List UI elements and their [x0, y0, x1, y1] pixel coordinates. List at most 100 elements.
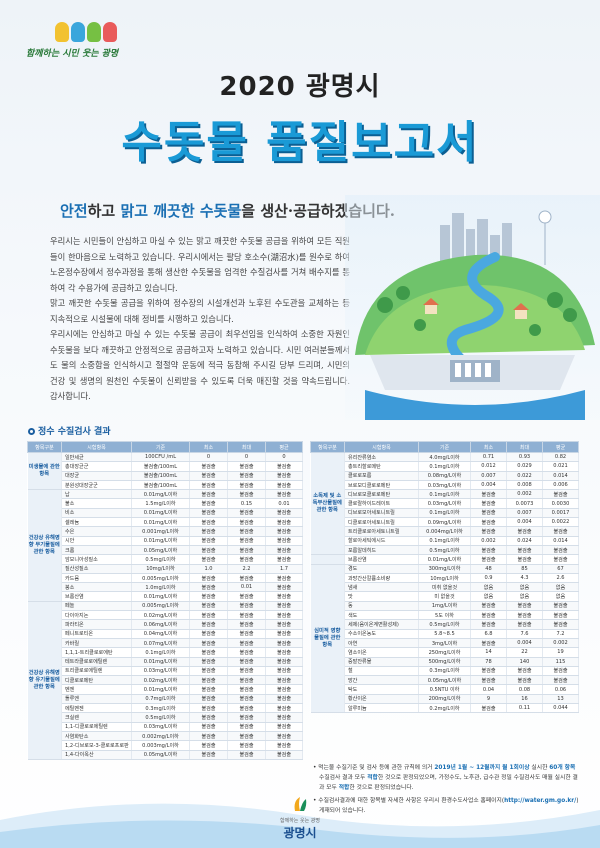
min-cell: 불검출: [189, 471, 228, 481]
min-cell: 불검출: [189, 573, 228, 584]
min-cell: 14: [470, 647, 507, 658]
standard-cell: 5.8~8.5: [418, 629, 471, 639]
standard-cell: 5도 이하: [418, 610, 471, 621]
standard-cell: 0.03mg/L이하: [418, 480, 471, 491]
item-cell: 증발잔류물: [344, 657, 419, 667]
table-row: 카바릴 0.07mg/L이하 불검출 불검출 불검출: [28, 638, 303, 649]
avg-cell: 불검출: [542, 610, 579, 621]
item-cell: 불소: [61, 498, 132, 509]
homepage-link[interactable]: http://water.gm.go.kr/: [504, 798, 577, 804]
min-cell: 0.007: [470, 471, 507, 481]
item-cell: 맛: [344, 591, 419, 602]
table-header-row: 항목구분 시험항목 기준 최소 최대 평균: [310, 441, 579, 453]
table-row: 알루미늄 0.2mg/L이하 불검출 0.11 0.044: [311, 703, 579, 714]
item-cell: 테트라클로로에틸렌: [61, 657, 132, 667]
circle-bullet-icon: [28, 428, 35, 435]
standard-cell: 불검출/100mL: [131, 461, 190, 472]
max-cell: 4.3: [506, 573, 543, 584]
item-cell: 트리클로로아세토니트릴: [344, 526, 419, 537]
city-slogan-logo: 함께하는 시민 웃는 광명: [26, 22, 136, 72]
min-cell: 불검출: [470, 489, 507, 500]
intro-text: 우리시는 시민들이 안심하고 마실 수 있는 맑고 깨끗한 수돗물 공급을 위하…: [50, 234, 350, 405]
item-cell: 염소이온: [344, 647, 419, 658]
table-row: 사염화탄소 0.002mg/L이하 불검출 불검출 불검출: [28, 731, 303, 742]
section-title: 정수 수질검사 결과: [28, 424, 111, 437]
item-cell: 시안: [61, 536, 132, 546]
max-cell: 불검출: [227, 508, 266, 519]
avg-cell: 불검출: [265, 750, 303, 760]
water-quality-table-right: 항목구분 시험항목 기준 최소 최대 평균 소독제 및 소독부산물질에 관한 항목 유리잔류…: [310, 441, 579, 714]
avg-cell: 불검출: [265, 573, 303, 584]
avg-cell: 불검출: [265, 722, 303, 732]
avg-cell: 불검출: [265, 489, 303, 500]
table-row: 심미적 영향 물질에 관한 항목 경도 300mg/L이하 48 85 67: [310, 564, 579, 714]
min-cell: 불검출: [470, 545, 507, 556]
avg-cell: 7.2: [542, 629, 579, 639]
standard-cell: 0.01mg/L이하: [131, 684, 190, 695]
table-row: 분원성대장균군 불검출/100mL 불검출 불검출 불검출: [28, 480, 303, 491]
standard-cell: 0.01mg/L이하: [131, 517, 190, 528]
table-row: 황산이온 200mg/L이하 9 16 13: [311, 694, 579, 705]
category-cell: [310, 554, 345, 565]
max-cell: 불검출: [227, 657, 266, 667]
max-cell: 불검출: [227, 554, 266, 565]
min-cell: 불검출: [189, 712, 228, 723]
intro-paragraph: 우리시에는 안심하고 마실 수 있는 수돗물 공급이 최우선임을 인식하여 소중…: [50, 329, 350, 401]
max-cell: 불검출: [227, 722, 266, 732]
avg-cell: 불검출: [265, 471, 303, 481]
table-row: 트리클로로에틸렌 0.03mg/L이하 불검출 불검출 불검출: [28, 666, 303, 677]
water-treatment-illustration: [345, 195, 600, 420]
avg-cell: 불검출: [265, 508, 303, 519]
avg-cell: 불검출: [542, 675, 579, 686]
standard-cell: 0.2mg/L이하: [418, 703, 471, 714]
city-name: 광명시: [283, 826, 317, 840]
standard-cell: 0.08mg/L이하: [418, 471, 471, 481]
max-cell: 불검출: [227, 545, 266, 556]
max-cell: 2.2: [227, 564, 266, 574]
table-row: 건강상 유해영향 무기물질에 관한 항목 납 0.01mg/L이하 불검출 불검출 불검출: [27, 489, 303, 602]
item-cell: 비소: [61, 508, 132, 519]
standard-cell: 0.3mg/L이하: [131, 703, 190, 714]
item-cell: 질산성질소: [61, 564, 132, 574]
standard-cell: 0.1mg/L이하: [418, 489, 471, 500]
table-row: 과망간산칼륨소비량 10mg/L이하 0.9 4.3 2.6: [311, 573, 579, 584]
avg-cell: 0.06: [542, 684, 579, 695]
table-row: 총트리할로메탄 0.1mg/L이하 0.012 0.029 0.021: [311, 461, 579, 472]
item-cell: 브롬산염: [61, 591, 132, 602]
max-cell: 0.01: [227, 582, 266, 593]
standard-cell: 0.3mg/L이하: [418, 666, 471, 677]
standard-cell: 3mg/L이하: [418, 638, 471, 649]
avg-cell: 불검출: [265, 536, 303, 546]
standard-cell: 0.1mg/L이하: [418, 536, 471, 546]
avg-cell: 0.82: [542, 452, 579, 463]
item-cell: 수소이온농도: [344, 629, 419, 639]
item-cell: 디브로모클로로메탄: [344, 489, 419, 500]
column-header: 시험항목: [61, 441, 132, 453]
table-row: 염소이온 250mg/L이하 14 22 19: [311, 647, 579, 658]
avg-cell: 불검출: [265, 647, 303, 658]
standard-cell: 0.03mg/L이하: [131, 722, 190, 732]
table-row: 세제(음이온계면활성제) 0.5mg/L이하 불검출 불검출 불검출: [311, 619, 579, 630]
table-row: 클로랄하이드레이트 0.03mg/L이하 불검출 0.0073 0.0030: [311, 498, 579, 509]
item-cell: 탁도: [344, 684, 419, 695]
avg-cell: 불검출: [265, 554, 303, 565]
max-cell: 0.08: [506, 684, 543, 695]
table-row: 붕소 1.0mg/L이하 불검출 0.01 불검출: [28, 582, 303, 593]
standard-cell: 0.05mg/L이하: [131, 750, 190, 760]
min-cell: 불검출: [470, 666, 507, 677]
item-cell: 철: [344, 666, 419, 677]
item-cell: 페니트로티온: [61, 629, 132, 639]
min-cell: 불검출: [189, 731, 228, 742]
standard-cell: 0.02mg/L이하: [131, 610, 190, 621]
min-cell: 불검출: [189, 629, 228, 639]
standard-cell: 1.5mg/L이하: [131, 498, 190, 509]
column-header: 시험항목: [344, 441, 419, 453]
city-logo: 함께하는 웃는 광명 광명시: [255, 795, 345, 841]
table-row: 수은 0.001mg/L이하 불검출 불검출 불검출: [28, 526, 303, 537]
item-cell: 냄새: [344, 582, 419, 593]
table-row: 브롬산염 0.01mg/L이하 불검출 불검출 불검출: [28, 591, 303, 602]
avg-cell: 불검출: [542, 545, 579, 556]
max-cell: 불검출: [506, 545, 543, 556]
min-cell: 불검출: [470, 554, 507, 565]
max-cell: 불검출: [227, 675, 266, 686]
